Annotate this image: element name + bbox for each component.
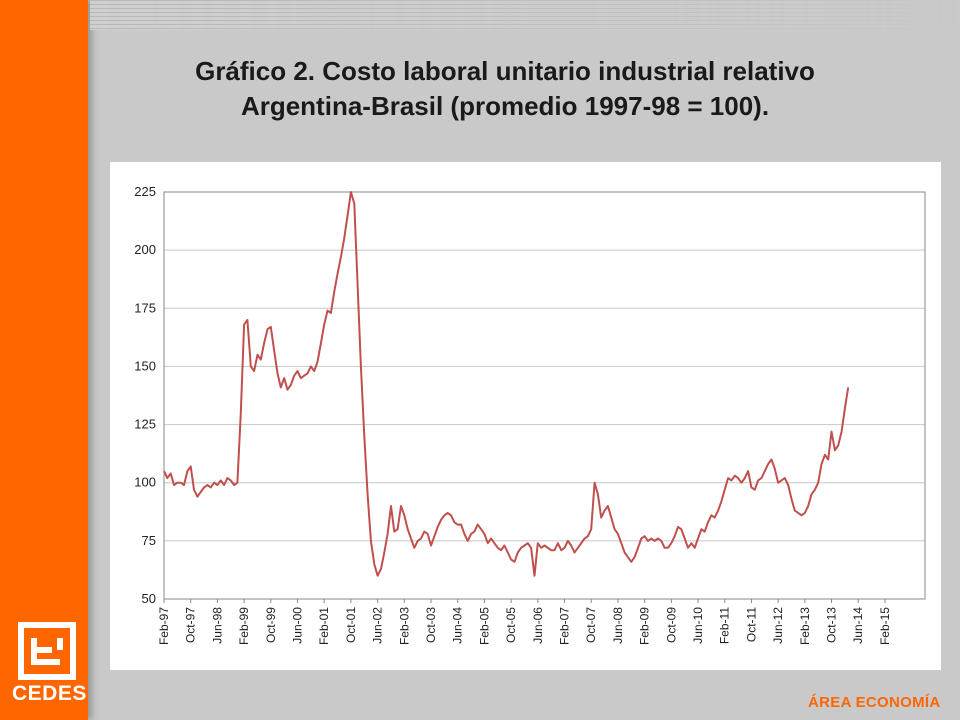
y-tick-label: 125 [134,417,156,432]
x-tick-label: Jun-12 [771,607,785,644]
cedes-logo-icon [18,622,76,680]
line-chart: 50 75 100 125 150 175 200 225 Feb-97 Oct-97 Jun-9… [134,184,926,645]
x-tick-label: Feb-03 [397,607,411,645]
x-tick-label: Oct-99 [264,607,278,643]
x-tick-label: Feb-97 [157,607,171,645]
x-tick-label: Jun-02 [371,607,385,644]
x-tick-label: Oct-01 [344,607,358,643]
title-line-2: Argentina-Brasil (promedio 1997-98 = 100… [240,91,770,121]
cedes-logo: CEDES [12,622,87,712]
x-tick-label: Jun-04 [451,607,465,644]
x-tick-label: Feb-05 [477,607,491,645]
orange-sidebar [0,0,88,720]
y-axis-ticks: 50 75 100 125 150 175 200 225 [134,184,156,606]
x-tick-label: Feb-15 [878,607,892,645]
x-tick-label: Oct-11 [744,607,758,642]
footer-label: ÁREA ECONOMÍA [808,694,941,711]
x-tick-label: Oct-13 [825,607,839,643]
header-stripes [90,0,960,30]
x-tick-label: Feb-09 [638,607,652,645]
series-line [163,191,850,577]
plot-frame [163,191,926,600]
x-tick-label: Jun-98 [210,607,224,644]
x-tick-label: Jun-14 [851,607,865,644]
x-tick-label: Oct-09 [664,607,678,643]
x-tick-label: Oct-05 [504,607,518,643]
grid-lines [163,191,926,600]
x-tick-label: Jun-00 [291,607,305,644]
y-tick-label: 175 [134,300,156,315]
y-tick-label: 75 [142,533,156,548]
title-line-1: Gráfico 2. Costo laboral unitario indust… [195,56,815,86]
y-tick-label: 150 [134,358,156,373]
x-tick-label: Jun-10 [691,607,705,644]
y-tick-label: 50 [142,591,156,606]
x-tick-label: Jun-08 [611,607,625,644]
x-tick-label: Oct-97 [184,607,198,643]
x-tick-label: Jun-06 [531,607,545,644]
series-layer [163,191,850,577]
x-tick-label: Feb-11 [718,607,732,644]
y-tick-label: 225 [134,184,156,199]
y-tick-label: 200 [134,242,156,257]
chart-panel: 50 75 100 125 150 175 200 225 Feb-97 Oct-97 Jun-9… [110,162,941,670]
x-tick-label: Feb-13 [798,607,812,645]
x-axis-ticks: Feb-97 Oct-97 Jun-98 Feb-99 Oct-99 Jun-00 Feb-… [157,599,892,645]
slide-title: Gráfico 2. Costo laboral unitario indust… [100,54,910,124]
x-tick-label: Oct-07 [584,607,598,643]
x-tick-label: Feb-01 [317,607,331,645]
x-tick-label: Feb-99 [237,607,251,645]
y-tick-label: 100 [134,475,156,490]
x-tick-label: Feb-07 [558,607,572,645]
logo-text: CEDES [12,682,87,705]
x-tick-label: Oct-03 [424,607,438,643]
